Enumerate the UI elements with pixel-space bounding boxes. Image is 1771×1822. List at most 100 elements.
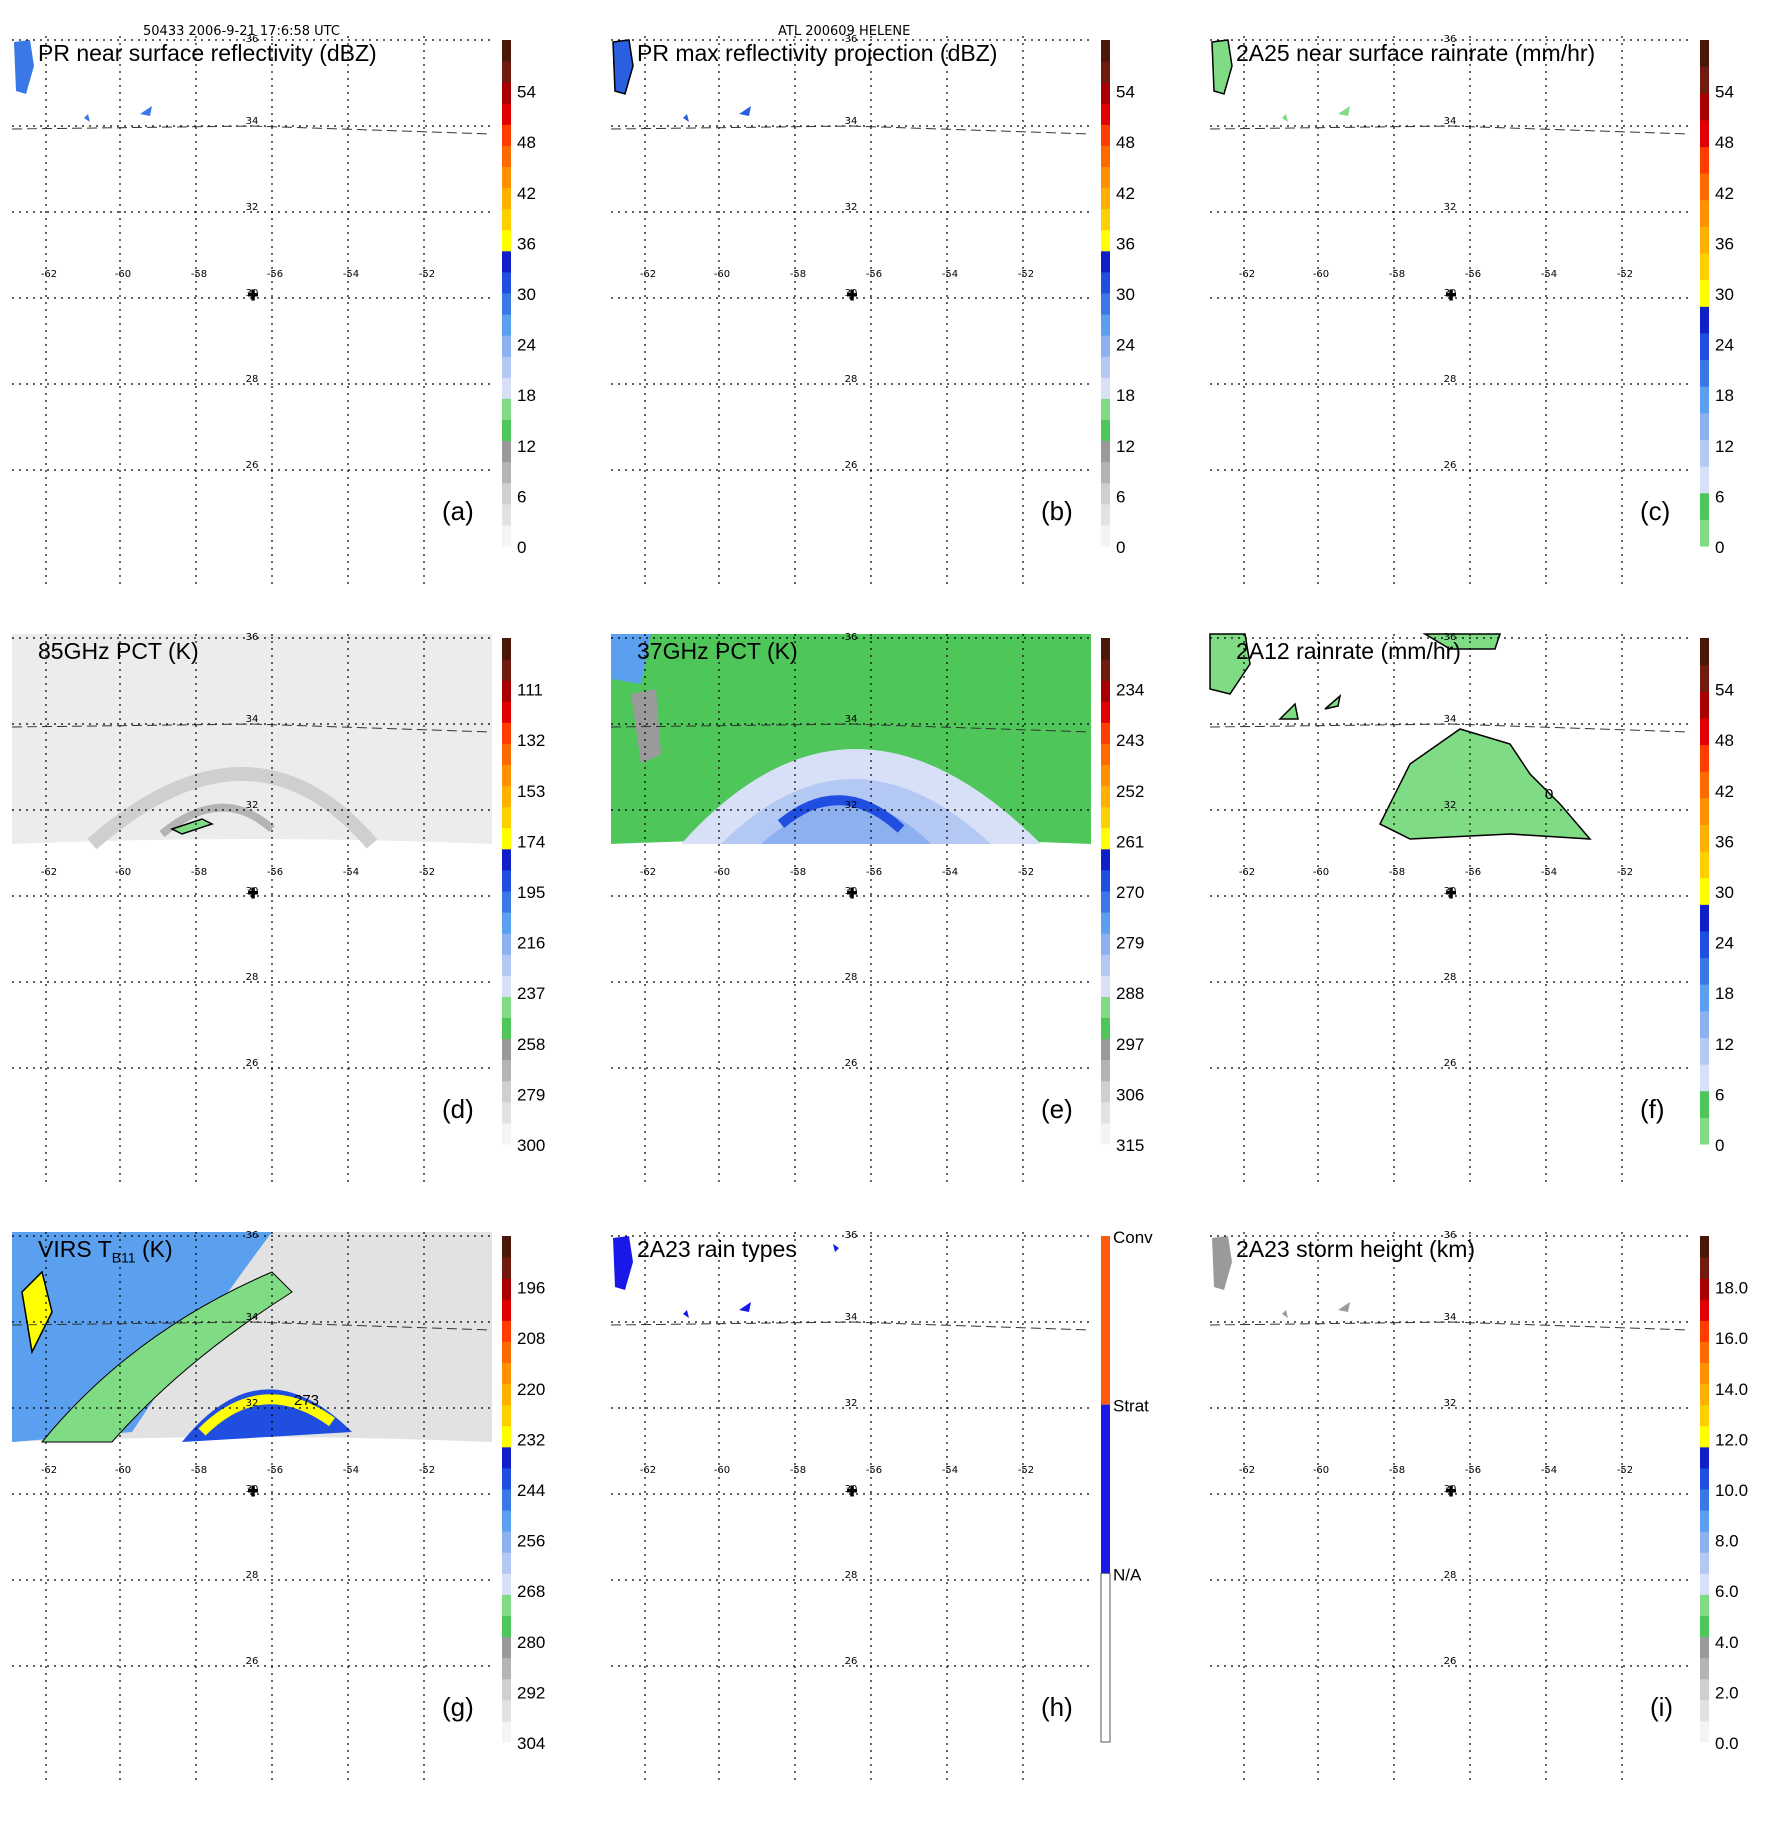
cross-bar-v xyxy=(850,1485,854,1497)
colorbar-segment xyxy=(502,1657,511,1680)
colorbar-segment xyxy=(502,187,511,210)
lat-tick-label: 26 xyxy=(246,1656,259,1667)
colorbar-segment xyxy=(502,1531,511,1553)
lat-tick-label: 28 xyxy=(246,972,259,983)
colorbar-segment xyxy=(502,1552,511,1574)
lat-tick-label: 34 xyxy=(845,714,858,725)
swath-edge-line xyxy=(11,1321,493,1331)
cross-bar-v xyxy=(1449,289,1453,301)
panel-label: (c) xyxy=(1640,496,1671,526)
lon-tick-label: -54 xyxy=(1541,867,1557,878)
cross-icon xyxy=(248,289,258,301)
colorbar-segment xyxy=(1700,173,1709,201)
colorbar-tick-label: 54 xyxy=(1116,83,1135,102)
panel-d: -62-60-58-56-54-523634323028263002792582… xyxy=(11,632,612,1224)
cold-cloud-arc xyxy=(198,1394,335,1436)
colorbar-segment xyxy=(502,1699,511,1722)
rain-area xyxy=(1324,693,1342,710)
cross-icon xyxy=(1446,289,1456,301)
lon-tick-label: -52 xyxy=(419,867,435,878)
colorbar-segment xyxy=(1700,199,1709,227)
lon-tick-label: -60 xyxy=(1313,867,1329,878)
colorbar-segment xyxy=(502,503,511,526)
lon-tick-label: -56 xyxy=(866,1465,882,1476)
lat-tick-label: 36 xyxy=(246,632,259,643)
colorbar-segment xyxy=(1101,61,1110,83)
colorbar-tick-label: Conv xyxy=(1113,1228,1153,1247)
colorbar-segment xyxy=(1101,1038,1110,1061)
colorbar-tick-label: 252 xyxy=(1116,782,1144,801)
lon-tick-label: -60 xyxy=(714,867,730,878)
panel-d-plot: -62-60-58-56-54-523634323028263002792582… xyxy=(11,632,545,1184)
colorbar-tick-label: 36 xyxy=(1715,234,1734,253)
colorbar-segment xyxy=(502,398,511,420)
lon-tick-label: -56 xyxy=(267,867,283,878)
lon-tick-label: -52 xyxy=(419,269,435,280)
cross-icon xyxy=(1446,1485,1456,1497)
colorbar-segment xyxy=(1101,187,1110,210)
colorbar-tick-label: 6 xyxy=(517,487,526,506)
lat-tick-label: 28 xyxy=(1444,374,1457,385)
swath-edge-line xyxy=(11,723,493,733)
lon-tick-label: -56 xyxy=(267,269,283,280)
panel-f: 0 -62 -60 -58 -56 -54 -52 36 34 32 30 28 26 0 6 12 18 24 3… xyxy=(1209,632,1771,1224)
panel-i-plot: -62-60-58-56-54-523634323028260.02.04.06… xyxy=(1209,1230,1748,1782)
colorbar-tick-label: 10.0 xyxy=(1715,1481,1748,1500)
colorbar-segment xyxy=(1101,659,1110,681)
colorbar-segment xyxy=(1101,229,1110,252)
colorbar-tick-label: 280 xyxy=(517,1633,545,1652)
lon-tick-label: -56 xyxy=(866,867,882,878)
colorbar-tick-label: 0 xyxy=(1715,538,1724,557)
contour-label: 273 xyxy=(294,1392,319,1409)
lon-tick-label: -60 xyxy=(115,867,131,878)
title-main: VIRS T xyxy=(38,1236,112,1262)
cold-arc xyxy=(159,803,275,838)
colorbar-segment xyxy=(502,335,511,357)
colorbar-segment xyxy=(1101,503,1110,526)
colorbar-tick-label: 232 xyxy=(517,1430,545,1449)
rain-cell xyxy=(1212,1236,1232,1290)
rain-cell xyxy=(1282,114,1288,122)
lat-tick-label: 28 xyxy=(1444,1570,1457,1581)
cross-icon xyxy=(248,1485,258,1497)
colorbar-tick-label: 216 xyxy=(517,934,545,953)
colorbar-segment xyxy=(1101,271,1110,294)
colorbar-tick-label: 6 xyxy=(1715,487,1724,506)
colorbar-segment xyxy=(502,82,511,104)
colorbar-segment xyxy=(1700,306,1709,334)
colorbar-segment xyxy=(1700,40,1709,68)
colorbar-tick-label: 30 xyxy=(1715,285,1734,304)
lat-tick-label: 36 xyxy=(845,1230,858,1241)
lon-tick-label: -52 xyxy=(1617,269,1633,280)
colorbar-segment xyxy=(1700,1636,1709,1659)
colorbar-segment xyxy=(1700,691,1709,719)
colorbar-segment xyxy=(1101,103,1110,125)
panel-e: -62-60-58-56-54-523634323028263153062972… xyxy=(610,632,1211,1224)
colorbar-segment xyxy=(502,250,511,273)
colorbar-tick-label: 174 xyxy=(517,832,545,851)
colorbar-segment xyxy=(502,1383,511,1406)
colorbar-tick-label: 48 xyxy=(1715,731,1734,750)
colorbar-tick-label: 261 xyxy=(1116,832,1144,851)
cross-icon xyxy=(1446,887,1456,899)
colorbar-tick-label: 220 xyxy=(517,1380,545,1399)
panel-label: (d) xyxy=(442,1094,474,1124)
colorbar-segment xyxy=(1700,1720,1709,1743)
colorbar-segment xyxy=(1101,524,1110,547)
panel-g-plot: 273-62-60-58-56-54-523634323028263042922… xyxy=(11,1230,545,1782)
title-sub: B11 xyxy=(111,1249,136,1266)
colorbar-tick-label: 48 xyxy=(1715,133,1734,152)
rain-cell xyxy=(683,114,689,122)
lon-tick-label: -54 xyxy=(942,1465,958,1476)
colorbar-segment xyxy=(1101,701,1110,723)
swath-edge-line xyxy=(1209,125,1691,135)
colorbar-segment xyxy=(502,293,511,315)
colorbar-tick-label: 195 xyxy=(517,883,545,902)
colorbar-segment xyxy=(1101,314,1110,336)
swath-edge-line xyxy=(610,723,1092,733)
cross-icon xyxy=(847,887,857,899)
colorbar-segment xyxy=(502,482,511,505)
colorbar-tick-label: 300 xyxy=(517,1136,545,1155)
colorbar-segment xyxy=(502,1122,511,1145)
rain-area xyxy=(1278,702,1299,720)
